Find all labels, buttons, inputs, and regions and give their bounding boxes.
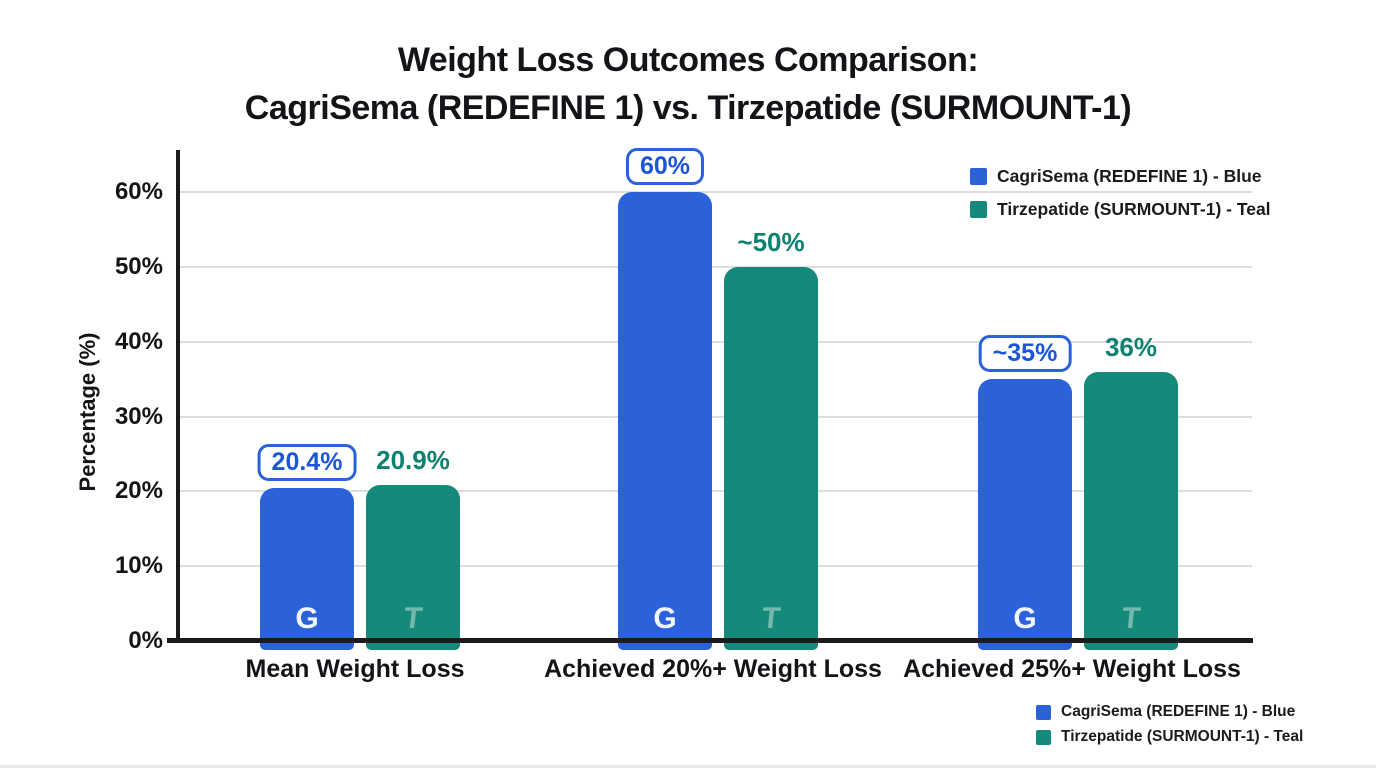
chart-title-line1: Weight Loss Outcomes Comparison: <box>397 41 979 79</box>
bar-cagrisema-2: G <box>978 379 1072 650</box>
legend-label-cagrisema: CagriSema (REDEFINE 1) - Blue <box>997 166 1262 186</box>
legend-swatch-blue <box>1036 704 1051 720</box>
category-label-achieved-20: Achieved 20%+ Weight Loss <box>544 655 882 683</box>
category-label-achieved-25: Achieved 25%+ Weight Loss <box>903 655 1241 683</box>
bottom-edge-line <box>0 765 1376 768</box>
value-label-tirzepatide-0: 20.9% <box>376 444 450 475</box>
gridline-40 <box>176 340 1252 343</box>
legend-label-cagrisema: CagriSema (REDEFINE 1) - Blue <box>1061 703 1296 720</box>
gridline-20 <box>176 490 1252 493</box>
gridline-50 <box>176 265 1252 268</box>
bar-tirzepatide-0: T <box>366 484 460 650</box>
ytick-label-50: 50% <box>114 252 163 280</box>
legend-item-tirzepatide: Tirzepatide (SURMOUNT-1) - Teal <box>970 199 1271 220</box>
cagrisema-logo-icon: G <box>1013 602 1037 635</box>
legend-item-tirzepatide: Tirzepatide (SURMOUNT-1) - Teal <box>1036 728 1303 746</box>
bar-tirzepatide-2: T <box>1084 371 1178 650</box>
y-axis-spine <box>176 150 180 642</box>
ytick-label-40: 40% <box>114 327 163 355</box>
legend-swatch-teal <box>1036 729 1051 745</box>
plot-area: G 20.4% G 60% G ~35% T 20.9% T ~50% T 36% <box>176 148 1252 650</box>
legend-swatch-blue <box>970 168 987 185</box>
value-label-cagrisema-1: 60% <box>625 148 705 185</box>
cagrisema-logo-icon: G <box>653 602 677 635</box>
value-label-cagrisema-2: ~35% <box>978 335 1072 373</box>
legend-top: CagriSema (REDEFINE 1) - Blue Tirzepatid… <box>970 166 1271 220</box>
chart-title: Weight Loss Outcomes Comparison: CagriSe… <box>0 36 1376 132</box>
chart-title-line2: CagriSema (REDEFINE 1) vs. Tirzepatide (… <box>244 89 1132 127</box>
legend-label-tirzepatide: Tirzepatide (SURMOUNT-1) - Teal <box>1061 728 1304 745</box>
x-axis-spine <box>167 638 1253 643</box>
legend-item-cagrisema: CagriSema (REDEFINE 1) - Blue <box>970 166 1271 187</box>
ytick-label-60: 60% <box>114 178 163 205</box>
tirzepatide-logo-icon: T <box>1120 602 1142 635</box>
legend-bottom: CagriSema (REDEFINE 1) - Blue Tirzepatid… <box>1036 703 1303 746</box>
value-label-tirzepatide-1: ~50% <box>737 226 805 257</box>
bar-tirzepatide-1: T <box>724 266 818 650</box>
cagrisema-logo-icon: G <box>295 602 319 635</box>
ytick-label-20: 20% <box>114 477 163 505</box>
legend-label-tirzepatide: Tirzepatide (SURMOUNT-1) - Teal <box>997 199 1271 219</box>
gridline-10 <box>176 565 1252 568</box>
ytick-label-30: 30% <box>114 402 163 430</box>
gridline-30 <box>176 415 1252 418</box>
ytick-label-0: 0% <box>128 627 163 654</box>
value-label-tirzepatide-2: 36% <box>1104 331 1158 362</box>
tirzepatide-logo-icon: T <box>402 602 424 635</box>
category-label-mean-weight-loss: Mean Weight Loss <box>245 655 465 683</box>
bar-cagrisema-1: G <box>618 192 712 650</box>
value-label-cagrisema-0: 20.4% <box>257 444 357 482</box>
tirzepatide-logo-icon: T <box>760 602 782 635</box>
legend-swatch-teal <box>970 201 987 218</box>
legend-item-cagrisema: CagriSema (REDEFINE 1) - Blue <box>1036 703 1303 721</box>
bar-cagrisema-0: G <box>260 488 354 650</box>
ytick-label-10: 10% <box>114 552 163 580</box>
gridline-60 <box>176 191 1252 193</box>
